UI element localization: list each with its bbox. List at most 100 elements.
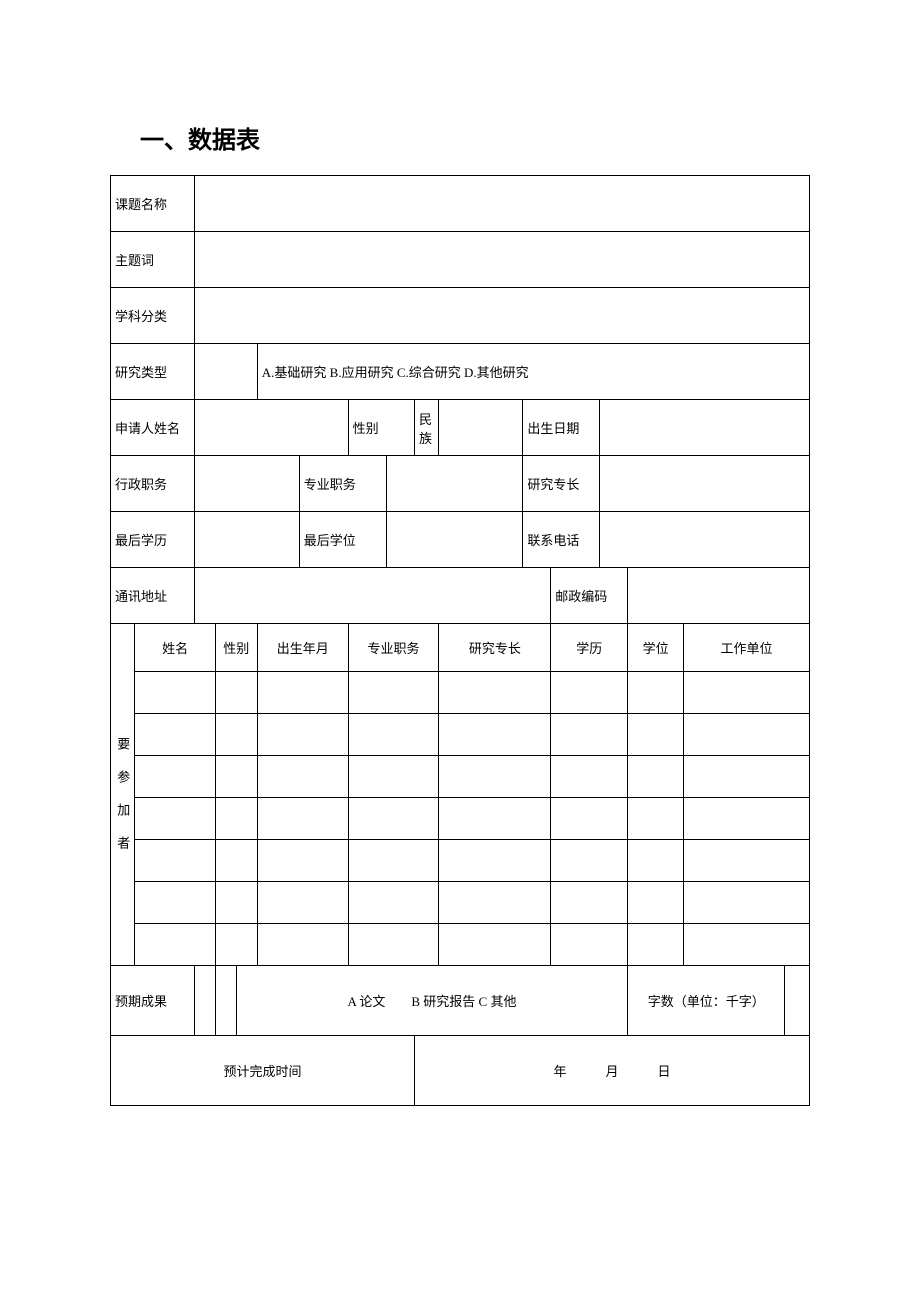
table-row[interactable] <box>551 672 628 714</box>
table-row[interactable] <box>257 756 348 798</box>
table-row[interactable] <box>684 882 810 924</box>
value-birth-date[interactable] <box>600 400 810 456</box>
value-highest-education[interactable] <box>194 512 299 568</box>
table-row[interactable] <box>257 840 348 882</box>
table-row[interactable] <box>628 882 684 924</box>
col-title: 专业职务 <box>348 624 439 672</box>
table-row[interactable] <box>257 924 348 966</box>
table-row[interactable] <box>348 714 439 756</box>
label-ethnicity: 民族 <box>415 400 439 456</box>
table-row[interactable] <box>684 798 810 840</box>
value-subject-category[interactable] <box>194 288 809 344</box>
col-name: 姓名 <box>135 624 215 672</box>
label-research-type: 研究类型 <box>111 344 195 400</box>
label-word-count: 字数（单位：千字） <box>628 966 785 1036</box>
table-row[interactable] <box>684 756 810 798</box>
table-row[interactable] <box>215 714 257 756</box>
table-row[interactable] <box>257 714 348 756</box>
table-row[interactable] <box>439 714 551 756</box>
value-expected-results-blank1[interactable] <box>194 966 215 1036</box>
table-row[interactable] <box>257 672 348 714</box>
table-row[interactable] <box>439 840 551 882</box>
table-row[interactable] <box>551 882 628 924</box>
value-research-specialty[interactable] <box>600 456 810 512</box>
value-phone[interactable] <box>600 512 810 568</box>
table-row[interactable] <box>215 840 257 882</box>
table-row[interactable] <box>135 756 215 798</box>
table-row[interactable] <box>348 840 439 882</box>
table-row[interactable] <box>215 924 257 966</box>
table-row[interactable] <box>551 756 628 798</box>
value-address[interactable] <box>194 568 550 624</box>
table-row[interactable] <box>684 672 810 714</box>
section-title: 一、数据表 <box>140 120 810 155</box>
value-admin-position[interactable] <box>194 456 299 512</box>
label-project-name: 课题名称 <box>111 176 195 232</box>
table-row[interactable] <box>348 756 439 798</box>
table-row[interactable] <box>628 672 684 714</box>
table-row[interactable] <box>684 714 810 756</box>
table-row[interactable] <box>551 840 628 882</box>
value-expected-results-blank2[interactable] <box>215 966 236 1036</box>
table-row[interactable] <box>215 798 257 840</box>
table-row[interactable] <box>439 924 551 966</box>
label-keywords: 主题词 <box>111 232 195 288</box>
value-keywords[interactable] <box>194 232 809 288</box>
table-row[interactable] <box>215 882 257 924</box>
label-postal-code: 邮政编码 <box>551 568 628 624</box>
table-row[interactable] <box>684 924 810 966</box>
table-row[interactable] <box>439 798 551 840</box>
label-expected-completion: 预计完成时间 <box>111 1036 415 1106</box>
label-research-specialty: 研究专长 <box>523 456 600 512</box>
label-birth-date: 出生日期 <box>523 400 600 456</box>
table-row[interactable] <box>215 672 257 714</box>
col-unit: 工作单位 <box>684 624 810 672</box>
table-row[interactable] <box>135 924 215 966</box>
table-row[interactable] <box>135 882 215 924</box>
table-row[interactable] <box>551 714 628 756</box>
table-row[interactable] <box>684 840 810 882</box>
table-row[interactable] <box>348 798 439 840</box>
table-row[interactable] <box>439 882 551 924</box>
label-admin-position: 行政职务 <box>111 456 195 512</box>
table-row[interactable] <box>135 840 215 882</box>
label-highest-education: 最后学历 <box>111 512 195 568</box>
table-row[interactable] <box>257 798 348 840</box>
value-ethnicity[interactable] <box>439 400 523 456</box>
value-expected-completion[interactable]: 年 月 日 <box>415 1036 810 1106</box>
table-row[interactable] <box>215 756 257 798</box>
value-postal-code[interactable] <box>628 568 810 624</box>
table-row[interactable] <box>628 714 684 756</box>
table-row[interactable] <box>551 924 628 966</box>
col-specialty: 研究专长 <box>439 624 551 672</box>
value-research-type-selected[interactable] <box>194 344 257 400</box>
table-row[interactable] <box>135 798 215 840</box>
table-row[interactable] <box>439 756 551 798</box>
col-degree: 学位 <box>628 624 684 672</box>
label-phone: 联系电话 <box>523 512 600 568</box>
label-gender: 性别 <box>348 400 414 456</box>
label-subject-category: 学科分类 <box>111 288 195 344</box>
table-row[interactable] <box>628 798 684 840</box>
table-row[interactable] <box>551 798 628 840</box>
table-row[interactable] <box>135 714 215 756</box>
value-project-name[interactable] <box>194 176 809 232</box>
table-row[interactable] <box>348 882 439 924</box>
table-row[interactable] <box>439 672 551 714</box>
col-birth-ym: 出生年月 <box>257 624 348 672</box>
table-row[interactable] <box>628 840 684 882</box>
label-professional-title: 专业职务 <box>299 456 386 512</box>
expected-results-options: A 论文 B 研究报告 C 其他 <box>236 966 627 1036</box>
value-applicant-name[interactable] <box>194 400 348 456</box>
value-professional-title[interactable] <box>387 456 523 512</box>
value-word-count[interactable] <box>785 966 810 1036</box>
table-row[interactable] <box>628 924 684 966</box>
research-type-options: A.基础研究 B.应用研究 C.综合研究 D.其他研究 <box>257 344 809 400</box>
table-row[interactable] <box>348 672 439 714</box>
col-education: 学历 <box>551 624 628 672</box>
table-row[interactable] <box>628 756 684 798</box>
table-row[interactable] <box>257 882 348 924</box>
table-row[interactable] <box>348 924 439 966</box>
table-row[interactable] <box>135 672 215 714</box>
value-highest-degree[interactable] <box>387 512 523 568</box>
